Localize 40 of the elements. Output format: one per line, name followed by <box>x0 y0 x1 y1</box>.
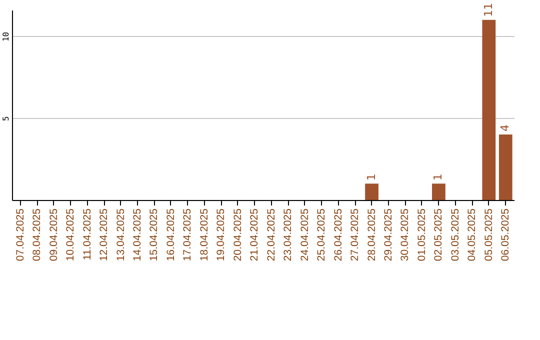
y-tick-label: 5 <box>2 116 10 122</box>
x-tick-label: 30.04.2025 <box>399 208 412 262</box>
x-tick-label: 17.04.2025 <box>182 208 194 262</box>
x-tick-label: 01.05.2025 <box>416 208 428 262</box>
bar <box>498 134 512 200</box>
x-tick-label: 21.04.2025 <box>248 208 261 262</box>
bar <box>365 184 378 200</box>
data-label: 1 <box>364 174 378 181</box>
x-tick-label: 08.04.2025 <box>31 208 44 262</box>
x-tick-label: 14.04.2025 <box>132 208 144 262</box>
x-tick-label: 04.05.2025 <box>466 208 478 262</box>
bar <box>432 184 446 200</box>
x-tick-label: 22.04.2025 <box>265 208 278 262</box>
x-tick-label: 29.04.2025 <box>382 208 394 262</box>
x-tick-label: 03.05.2025 <box>449 208 462 262</box>
x-tick-label: 16.04.2025 <box>164 208 177 262</box>
bar <box>482 20 496 200</box>
x-tick-label: 05.05.2025 <box>482 208 495 262</box>
x-tick-label: 12.04.2025 <box>98 208 110 262</box>
x-tick-label: 25.04.2025 <box>316 208 328 262</box>
x-tick-label: 24.04.2025 <box>298 208 311 262</box>
data-label: 1 <box>432 174 445 181</box>
x-tick-label: 28.04.2025 <box>366 208 378 262</box>
x-tick-label: 13.04.2025 <box>114 208 127 262</box>
x-tick-label: 19.04.2025 <box>215 208 228 262</box>
x-tick-label: 23.04.2025 <box>282 208 294 262</box>
x-tick-label: 06.05.2025 <box>500 208 512 262</box>
x-tick-label: 20.04.2025 <box>232 208 244 262</box>
x-tick-label: 10.04.2025 <box>64 208 77 262</box>
x-tick-label: 07.04.2025 <box>14 208 26 262</box>
x-tick-label: 15.04.2025 <box>148 208 160 262</box>
y-tick-label: 10 <box>2 32 10 42</box>
x-tick-label: 26.04.2025 <box>332 208 344 262</box>
data-label: 11 <box>482 2 495 17</box>
x-tick-label: 11.04.2025 <box>81 208 94 260</box>
data-label: 4 <box>498 124 512 132</box>
x-tick-label: 02.05.2025 <box>432 208 445 262</box>
x-tick-label: 27.04.2025 <box>349 208 362 262</box>
x-tick-label: 09.04.2025 <box>48 208 60 262</box>
x-tick-label: 18.04.2025 <box>198 208 210 262</box>
